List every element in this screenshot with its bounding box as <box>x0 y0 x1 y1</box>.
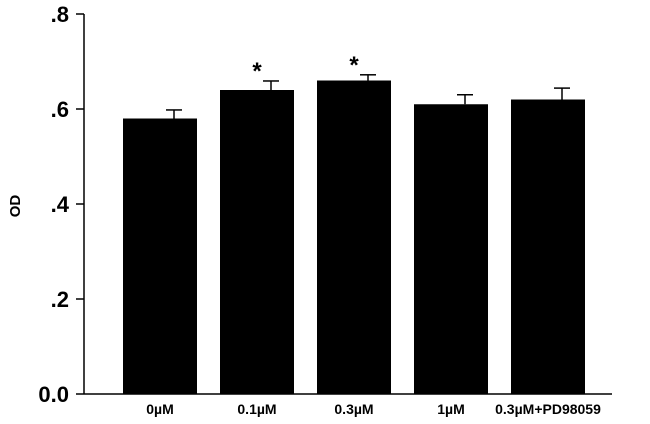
error-bars <box>166 74 570 119</box>
significance-mark: * <box>349 52 359 79</box>
y-tick-label: .8 <box>51 2 69 27</box>
significance-mark: * <box>252 58 262 85</box>
x-tick-label: 0µM <box>146 401 174 417</box>
significance-marks: * * <box>252 52 359 85</box>
bars <box>123 80 585 394</box>
y-axis-title: OD <box>7 195 24 218</box>
bar <box>511 99 585 394</box>
bar <box>414 104 488 394</box>
x-axis: 0µM 0.1µM 0.3µM 1µM 0.3µM+PD98059 <box>84 393 612 417</box>
y-tick-label: .2 <box>51 287 69 312</box>
x-tick-label: 0.3µM <box>334 401 373 417</box>
bar <box>317 80 391 394</box>
x-tick-label: 0.1µM <box>237 401 276 417</box>
bar <box>123 118 197 394</box>
y-tick-label: .4 <box>51 192 70 217</box>
x-tick-label: 1µM <box>437 401 465 417</box>
y-axis: 0.0 .2 .4 .6 .8 <box>38 2 85 407</box>
x-tick-label: 0.3µM+PD98059 <box>495 401 601 417</box>
y-tick-label: 0.0 <box>38 382 69 407</box>
bar <box>220 90 294 394</box>
y-tick-label: .6 <box>51 97 69 122</box>
